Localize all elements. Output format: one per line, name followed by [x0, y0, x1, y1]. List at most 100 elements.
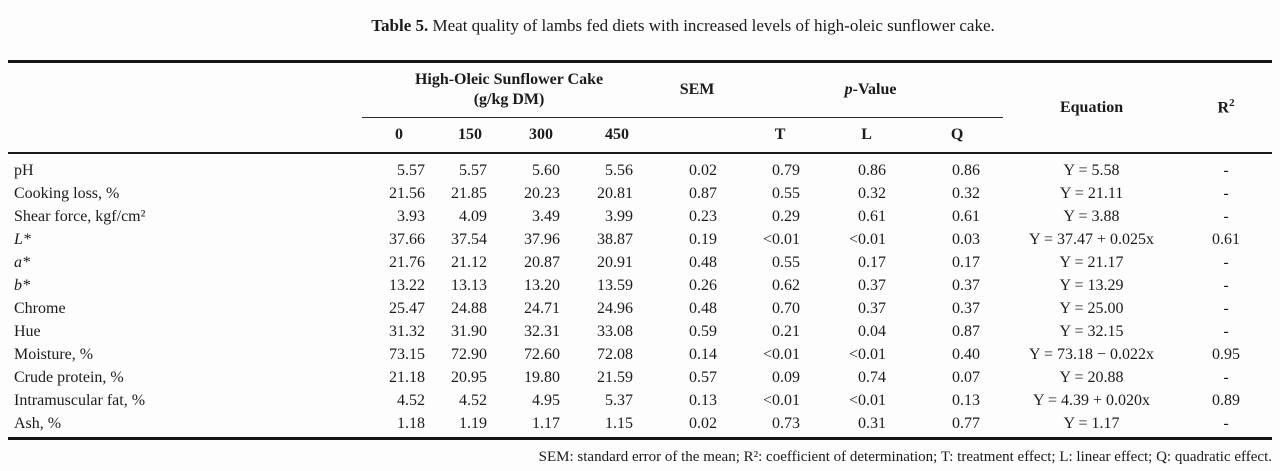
value-cell: 20.81: [597, 185, 634, 202]
column-header-equation: Equation: [1059, 98, 1124, 116]
value-cell: 0.37: [858, 300, 887, 317]
value-cell: <0.01: [849, 231, 887, 248]
row-label: L*: [14, 231, 31, 248]
value-cell: 4.52: [397, 392, 425, 409]
value-cell: 1.19: [459, 415, 487, 432]
table-body: pH 5.57 5.57 5.60 5.56 0.02 0.79 0.86 0.86 Y = 5.…: [8, 153, 1272, 439]
value-cell: 0.31: [858, 415, 887, 432]
column-header-linear: L: [861, 126, 872, 143]
equation-cell: Y = 32.15: [1059, 323, 1124, 340]
r2-cell: -: [1223, 277, 1229, 294]
r2-cell: -: [1223, 300, 1229, 317]
column-header-treatment: T: [774, 126, 786, 143]
r2-cell: -: [1223, 162, 1229, 179]
value-cell: 0.48: [689, 254, 718, 271]
value-cell: 24.88: [451, 300, 487, 317]
meat-quality-table: High-Oleic Sunflower Cake (g/kg DM) SEM …: [8, 60, 1273, 440]
value-cell: 5.57: [397, 162, 425, 179]
value-cell: 4.52: [459, 392, 487, 409]
value-cell: 0.19: [689, 231, 718, 248]
table-row: Intramuscular fat, % 4.52 4.52 4.95 5.37 0.13…: [8, 389, 1272, 412]
value-cell: 21.76: [389, 254, 425, 271]
value-cell: 4.95: [532, 392, 560, 409]
value-cell: 0.70: [772, 300, 801, 317]
value-cell: 5.37: [605, 392, 634, 409]
group-header-pvalue: p-Value: [738, 61, 1004, 118]
table-row: Hue 31.32 31.90 32.31 33.08 0.59 0.21 0.04 0.87 Y…: [8, 320, 1272, 343]
equation-cell: Y = 1.17: [1063, 415, 1120, 432]
value-cell: 3.49: [532, 208, 560, 225]
row-label: Chrome: [14, 300, 66, 317]
value-cell: 0.48: [689, 300, 718, 317]
table-row: Moisture, % 73.15 72.90 72.60 72.08 0.14 <0.01…: [8, 343, 1272, 366]
r2-cell: -: [1223, 369, 1229, 386]
value-cell: 13.13: [451, 277, 487, 294]
value-cell: 5.56: [605, 162, 634, 179]
r2-cell: -: [1223, 208, 1229, 225]
value-cell: 20.87: [524, 254, 560, 271]
r2-cell: 0.61: [1212, 231, 1241, 248]
r2-cell: 0.95: [1212, 346, 1241, 363]
value-cell: 0.26: [689, 277, 718, 294]
value-cell: 31.90: [451, 323, 487, 340]
value-cell: 5.60: [532, 162, 560, 179]
r2-superscript: 2: [1229, 97, 1235, 110]
value-cell: 0.13: [689, 392, 718, 409]
column-header-dose-150: 150: [458, 126, 482, 143]
value-cell: 20.23: [524, 185, 560, 202]
row-label: a*: [14, 254, 30, 271]
value-cell: 0.73: [772, 415, 801, 432]
group-header-line1: High-Oleic Sunflower Cake: [414, 71, 604, 88]
value-cell: 24.71: [524, 300, 560, 317]
equation-cell: Y = 3.88: [1063, 208, 1120, 225]
value-cell: 72.08: [597, 346, 634, 363]
row-label: Ash, %: [14, 415, 62, 432]
table-caption: Table 5. Meat quality of lambs fed diets…: [8, 0, 1272, 37]
row-label: b*: [14, 277, 30, 294]
r2-cell: -: [1223, 415, 1229, 432]
value-cell: 0.23: [689, 208, 718, 225]
value-cell: 20.91: [597, 254, 634, 271]
value-cell: 0.09: [772, 369, 801, 386]
r2-cell: 0.89: [1212, 392, 1241, 409]
row-label: Moisture, %: [14, 346, 94, 363]
value-cell: 0.29: [772, 208, 801, 225]
table-caption-text: Meat quality of lambs fed diets with inc…: [428, 16, 995, 35]
row-label: pH: [14, 162, 34, 179]
value-cell: 0.07: [952, 369, 981, 386]
equation-cell: Y = 5.58: [1063, 162, 1120, 179]
value-cell: 0.57: [689, 369, 718, 386]
table-header: High-Oleic Sunflower Cake (g/kg DM) SEM …: [8, 61, 1273, 153]
value-cell: 0.37: [858, 277, 887, 294]
value-cell: 0.40: [952, 346, 981, 363]
row-label: Intramuscular fat, %: [14, 392, 146, 409]
r2-base: R: [1217, 99, 1230, 117]
table-row: L* 37.66 37.54 37.96 38.87 0.19 <0.01 <0.01 0.03…: [8, 228, 1272, 251]
value-cell: 0.32: [952, 185, 981, 202]
value-cell: 21.12: [451, 254, 487, 271]
value-cell: 0.37: [952, 300, 981, 317]
equation-cell: Y = 13.29: [1059, 277, 1124, 294]
value-cell: 0.17: [858, 254, 887, 271]
group-header-sunflower-cake: High-Oleic Sunflower Cake (g/kg DM): [362, 61, 657, 118]
equation-cell: Y = 4.39 + 0.020x: [1033, 392, 1151, 409]
equation-cell: Y = 21.11: [1059, 185, 1124, 202]
equation-cell: Y = 37.47 + 0.025x: [1029, 231, 1155, 248]
value-cell: <0.01: [763, 231, 801, 248]
value-cell: 1.18: [397, 415, 425, 432]
value-cell: <0.01: [849, 392, 887, 409]
value-cell: 0.61: [858, 208, 887, 225]
table-row: Chrome 25.47 24.88 24.71 24.96 0.48 0.70 0.37 0.…: [8, 297, 1272, 320]
value-cell: 21.18: [389, 369, 425, 386]
table-caption-number: Table 5.: [371, 16, 429, 35]
value-cell: 0.21: [772, 323, 801, 340]
value-cell: 1.15: [605, 415, 634, 432]
row-label: Crude protein, %: [14, 369, 124, 386]
pvalue-italic-p: p: [844, 81, 853, 98]
pvalue-rest: -Value: [852, 81, 897, 98]
value-cell: 0.62: [772, 277, 801, 294]
value-cell: 3.93: [397, 208, 425, 225]
value-cell: 0.55: [772, 185, 801, 202]
value-cell: <0.01: [849, 346, 887, 363]
